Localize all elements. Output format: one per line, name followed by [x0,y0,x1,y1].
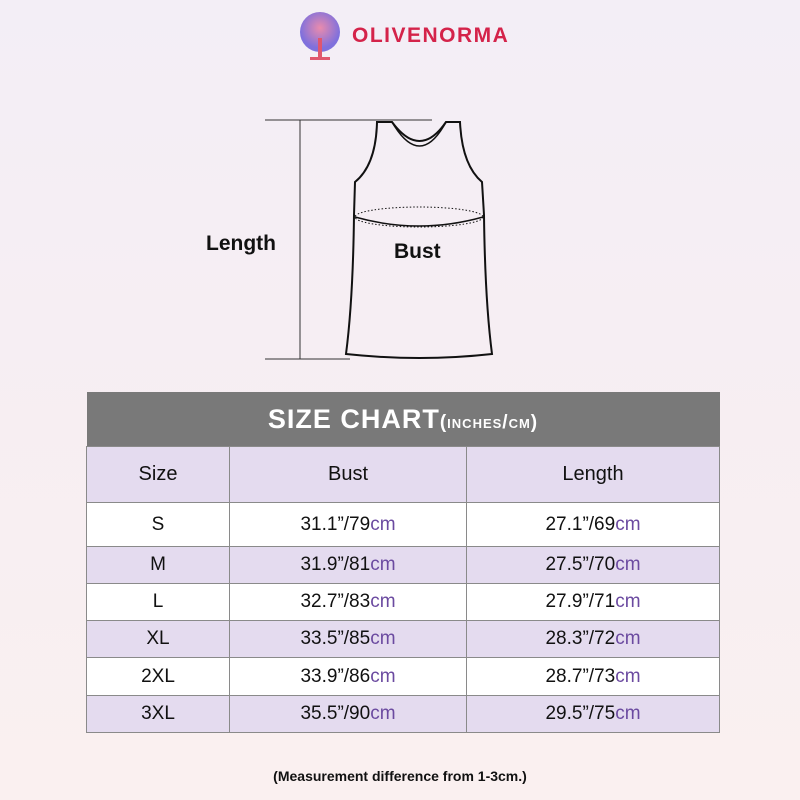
size-cell: L [86,583,230,621]
length-cell: 27.5”/70cm [466,546,720,584]
size-cell: 3XL [86,695,230,733]
size-cell: 2XL [86,657,230,696]
size-cell: XL [86,620,230,658]
bust-cell: 31.1”/79cm [229,502,467,547]
length-cell: 28.7”/73cm [466,657,720,696]
header-row: Size Bust Length [86,446,720,503]
length-cell: 27.1”/69cm [466,502,720,547]
table-row: XL 33.5”/85cm 28.3”/72cm [86,620,720,658]
table-row: 3XL 35.5”/90cm 29.5”/75cm [86,695,720,733]
tree-icon [300,12,340,60]
length-cell: 27.9”/71cm [466,583,720,621]
size-cell: M [86,546,230,584]
bust-cell: 35.5”/90cm [229,695,467,733]
length-cell: 28.3”/72cm [466,620,720,658]
col-header-length: Length [466,446,720,503]
bust-cell: 31.9”/81cm [229,546,467,584]
bust-label: Bust [394,240,441,263]
size-chart-table: SIZE CHART(inches/cm) Size Bust Length S… [86,392,720,733]
bust-cell: 33.5”/85cm [229,620,467,658]
table-row: S 31.1”/79cm 27.1”/69cm [86,502,720,547]
table-row: L 32.7”/83cm 27.9”/71cm [86,583,720,621]
col-header-bust: Bust [229,446,467,503]
table-title: SIZE CHART(inches/cm) [86,392,720,447]
col-header-size: Size [86,446,230,503]
brand-name: OLIVENORMA [352,24,510,47]
size-cell: S [86,502,230,547]
table-row: 2XL 33.9”/86cm 28.7”/73cm [86,657,720,696]
bust-cell: 33.9”/86cm [229,657,467,696]
tank-top-diagram [265,119,494,360]
table-row: M 31.9”/81cm 27.5”/70cm [86,546,720,584]
length-cell: 29.5”/75cm [466,695,720,733]
bust-cell: 32.7”/83cm [229,583,467,621]
length-label: Length [206,232,276,255]
brand-logo: OLIVENORMA [296,10,509,62]
measurement-note: (Measurement difference from 1-3cm.) [273,768,527,784]
